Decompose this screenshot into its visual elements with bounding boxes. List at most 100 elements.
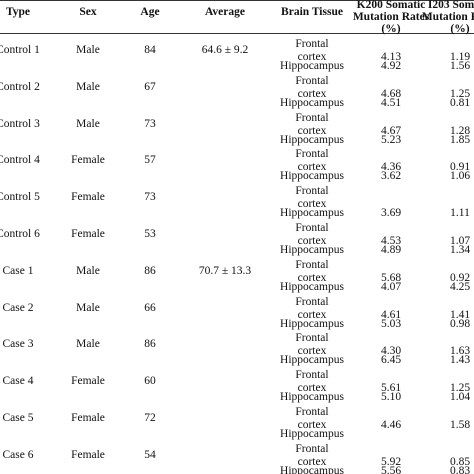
k200-rate: 4.89 [380, 244, 402, 256]
subject-type: Case 5 [2, 412, 34, 424]
subject-age: 53 [144, 228, 156, 240]
brain-tissue: Frontal cortex [295, 332, 329, 358]
column-header: K200 Somatic Mutation Rates (%) [352, 0, 430, 35]
subject-age: 73 [144, 117, 156, 130]
k200-rate: 5.23 [380, 133, 402, 146]
k200-rate: 5.68 [380, 271, 402, 284]
i203-rate: 1.25 [449, 87, 471, 100]
subject-age: 54 [144, 448, 156, 461]
k200-rate: 4.61 [380, 308, 402, 321]
i203-rate: 1.63 [449, 345, 471, 358]
subject-sex: Male [76, 117, 100, 130]
subject-type: Control 5 [0, 191, 40, 204]
column-header: Age [140, 6, 160, 18]
column-header: I203 Somatic Mutation Rates (%) [421, 0, 474, 35]
subject-sex: Male [76, 44, 100, 56]
subject-sex: Male [76, 264, 100, 277]
k200-rate: 4.51 [380, 96, 402, 109]
subject-sex: Female [71, 191, 105, 204]
brain-tissue: Hippocampus [280, 317, 344, 330]
brain-tissue: Hippocampus [280, 354, 344, 367]
k200-rate: 5.10 [380, 391, 402, 404]
brain-tissue: Frontal cortex [295, 442, 329, 468]
k200-rate: 5.56 [380, 464, 402, 474]
k200-rate: 3.69 [380, 207, 402, 220]
subject-sex: Female [71, 228, 105, 240]
brain-tissue: Frontal cortex [295, 74, 329, 100]
k200-rate: 5.61 [380, 382, 402, 395]
brain-tissue: Frontal cortex [295, 111, 329, 137]
column-header: Average [204, 6, 245, 18]
i203-rate: 0.85 [449, 455, 471, 468]
subject-type: Control 3 [0, 117, 40, 130]
i203-rate: 0.91 [449, 161, 471, 174]
subject-sex: Male [76, 338, 100, 351]
subject-type: Control 1 [0, 44, 40, 56]
i203-rate: 1.07 [449, 235, 471, 247]
brain-tissue: Frontal cortex [295, 406, 329, 431]
i203-rate: 1.34 [449, 244, 471, 256]
brain-tissue: Hippocampus [280, 244, 344, 256]
subject-age: 72 [144, 412, 156, 424]
subject-sex: Female [71, 375, 105, 388]
i203-rate: 0.92 [449, 271, 471, 284]
k200-rate: 4.30 [380, 345, 402, 358]
subject-age: 57 [144, 154, 156, 167]
k200-rate: 4.68 [380, 87, 402, 100]
subject-type: Case 2 [2, 301, 34, 314]
subject-type: Case 3 [2, 338, 34, 351]
subject-sex: Female [71, 412, 105, 424]
i203-rate: 1.25 [449, 382, 471, 395]
i203-rate: 1.58 [449, 419, 471, 431]
brain-tissue: Hippocampus [280, 207, 344, 220]
subject-type: Case 6 [2, 448, 34, 461]
column-header: Sex [79, 6, 97, 18]
subject-age: 60 [144, 375, 156, 388]
brain-tissue: Hippocampus [280, 464, 344, 474]
k200-rate: 4.46 [380, 419, 402, 431]
brain-tissue: Frontal cortex [295, 185, 329, 211]
subject-sex: Female [71, 448, 105, 461]
i203-rate: 1.06 [449, 170, 471, 183]
brain-tissue: Frontal cortex [295, 148, 329, 174]
k200-rate: 6.45 [380, 354, 402, 367]
subject-age: 67 [144, 80, 156, 93]
column-header: Brain Tissue [281, 6, 343, 18]
k200-rate: 4.07 [380, 280, 402, 293]
i203-rate: 1.43 [449, 354, 471, 367]
brain-tissue: Frontal cortex [295, 222, 329, 247]
subject-age: 84 [144, 44, 156, 56]
brain-tissue: Hippocampus [280, 391, 344, 404]
k200-rate: 5.03 [380, 317, 402, 330]
k200-rate: 3.62 [380, 170, 402, 183]
i203-rate: 1.11 [450, 207, 470, 220]
subject-sex: Male [76, 301, 100, 314]
subject-age: 73 [144, 191, 156, 204]
i203-rate: 1.56 [449, 60, 471, 72]
column-header: Type [5, 6, 31, 18]
subject-age: 86 [144, 338, 156, 351]
i203-rate: 1.19 [449, 51, 471, 63]
brain-tissue: Hippocampus [280, 428, 344, 440]
top-rule [0, 0, 474, 1]
k200-rate: 4.67 [380, 124, 402, 137]
i203-rate: 1.41 [449, 308, 471, 321]
k200-rate: 4.36 [380, 161, 402, 174]
brain-tissue: Hippocampus [280, 60, 344, 72]
brain-tissue: Frontal cortex [295, 295, 329, 321]
k200-rate: 4.13 [380, 51, 402, 63]
subject-type: Case 1 [2, 264, 34, 277]
age-average: 70.7 ± 13.3 [198, 264, 252, 277]
subject-sex: Male [76, 80, 100, 93]
k200-rate: 4.53 [380, 235, 402, 247]
i203-rate: 1.04 [449, 391, 471, 404]
subject-type: Control 2 [0, 80, 40, 93]
subject-type: Control 4 [0, 154, 40, 167]
age-average: 64.6 ± 9.2 [201, 44, 249, 56]
i203-rate: 0.83 [449, 464, 471, 474]
i203-rate: 4.25 [449, 280, 471, 293]
header-rule [0, 33, 474, 34]
brain-tissue: Frontal cortex [295, 258, 329, 284]
i203-rate: 0.98 [449, 317, 471, 330]
